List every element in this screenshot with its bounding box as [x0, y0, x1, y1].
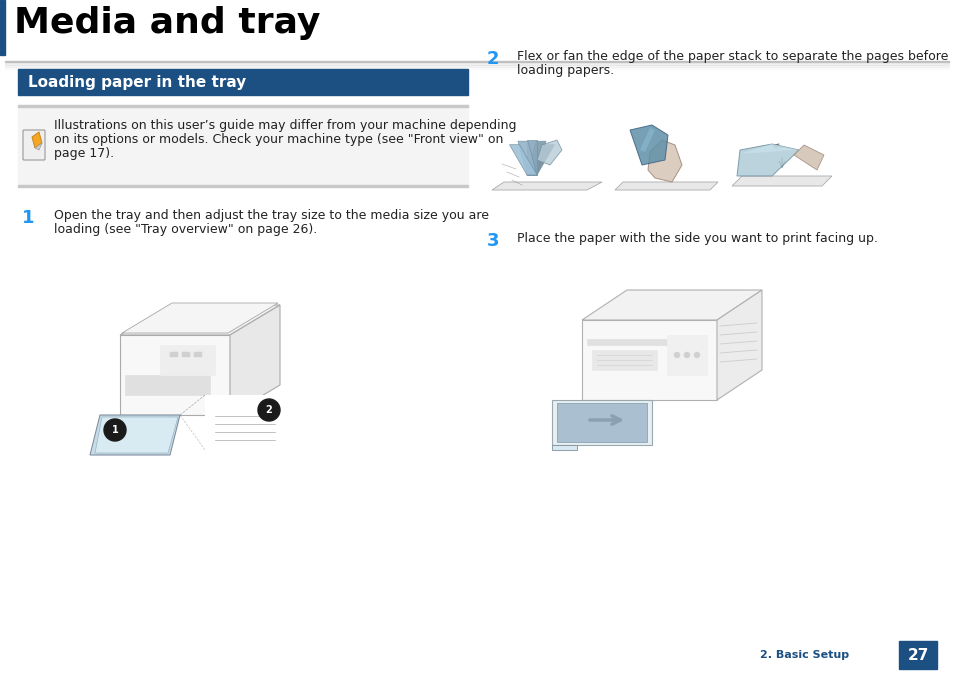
FancyBboxPatch shape: [23, 130, 45, 160]
Polygon shape: [615, 182, 718, 190]
Bar: [5, 63, 948, 65]
Polygon shape: [32, 132, 42, 148]
Text: 2. Basic Setup: 2. Basic Setup: [760, 650, 848, 660]
Text: 27: 27: [906, 647, 927, 662]
Polygon shape: [122, 303, 277, 333]
Text: Flex or fan the edge of the paper stack to separate the pages before: Flex or fan the edge of the paper stack …: [517, 50, 947, 63]
Polygon shape: [581, 290, 761, 320]
Bar: [125, 375, 210, 395]
Text: page 17).: page 17).: [54, 147, 114, 160]
Bar: [205, 395, 285, 450]
Polygon shape: [120, 305, 280, 335]
Polygon shape: [230, 305, 280, 415]
Polygon shape: [509, 144, 537, 175]
Text: 1: 1: [112, 425, 118, 435]
Polygon shape: [120, 335, 230, 415]
Bar: [170, 352, 178, 357]
Circle shape: [683, 352, 689, 358]
Bar: [18, 69, 468, 95]
Circle shape: [104, 419, 126, 441]
Polygon shape: [90, 415, 180, 455]
Polygon shape: [639, 128, 655, 152]
Text: on its options or models. Check your machine type (see "Front view" on: on its options or models. Check your mac…: [54, 133, 503, 146]
Text: 2: 2: [265, 405, 273, 415]
Polygon shape: [537, 140, 561, 165]
Polygon shape: [731, 176, 831, 186]
Bar: [18, 184, 468, 187]
Bar: [898, 641, 936, 669]
Bar: [5, 65, 948, 67]
Polygon shape: [552, 400, 651, 445]
Text: loading papers.: loading papers.: [517, 64, 614, 77]
Bar: [0, 0, 5, 55]
Polygon shape: [517, 141, 537, 175]
Text: Media and tray: Media and tray: [14, 6, 320, 40]
Bar: [193, 352, 202, 357]
Bar: [586, 339, 686, 345]
Bar: [18, 105, 468, 185]
Polygon shape: [647, 140, 681, 182]
Polygon shape: [581, 320, 717, 400]
Circle shape: [673, 352, 679, 358]
Polygon shape: [740, 144, 799, 154]
Text: 3: 3: [486, 232, 499, 250]
Polygon shape: [526, 140, 537, 175]
Polygon shape: [95, 417, 178, 453]
Bar: [5, 61, 948, 62]
Text: 2: 2: [486, 50, 499, 68]
Bar: [666, 335, 706, 375]
Bar: [182, 352, 190, 357]
Bar: [592, 350, 657, 370]
Polygon shape: [552, 445, 577, 450]
Polygon shape: [737, 144, 799, 176]
Polygon shape: [629, 125, 667, 165]
Text: loading (see "Tray overview" on page 26).: loading (see "Tray overview" on page 26)…: [54, 223, 317, 236]
Text: Place the paper with the side you want to print facing up.: Place the paper with the side you want t…: [517, 232, 877, 245]
Circle shape: [693, 352, 700, 358]
Text: Loading paper in the tray: Loading paper in the tray: [28, 74, 246, 90]
Polygon shape: [793, 145, 823, 170]
Circle shape: [257, 399, 280, 421]
Polygon shape: [35, 143, 42, 150]
Bar: [160, 345, 214, 375]
Text: 1: 1: [22, 209, 34, 227]
Text: Illustrations on this user’s guide may differ from your machine depending: Illustrations on this user’s guide may d…: [54, 119, 516, 132]
Bar: [18, 105, 468, 107]
Polygon shape: [492, 182, 601, 190]
Polygon shape: [526, 141, 545, 175]
Polygon shape: [717, 290, 761, 400]
Polygon shape: [526, 144, 554, 175]
Text: Open the tray and then adjust the tray size to the media size you are: Open the tray and then adjust the tray s…: [54, 209, 489, 222]
Polygon shape: [557, 403, 646, 442]
Bar: [5, 67, 948, 69]
